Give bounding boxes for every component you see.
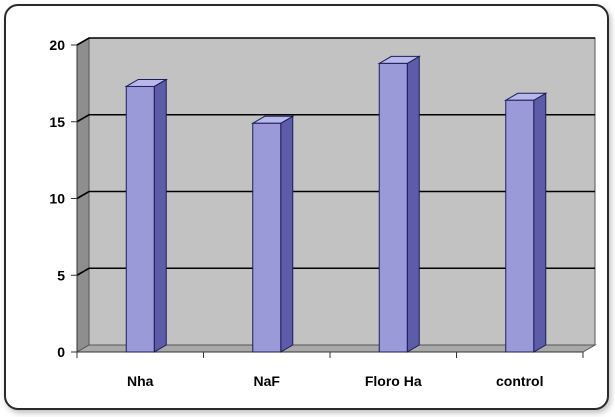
gridlines xyxy=(76,37,595,276)
bar-front-face xyxy=(252,122,282,353)
bars xyxy=(124,55,548,353)
bar-side-face xyxy=(406,55,420,353)
gridline-10 xyxy=(76,190,595,200)
category-label-0: Nha xyxy=(127,373,154,389)
category-label-2: Floro Ha xyxy=(365,373,422,389)
y-tick-labels: 0 5 10 15 20 xyxy=(49,37,65,360)
gridline-5 xyxy=(76,267,595,276)
bar-front-face xyxy=(125,85,155,353)
y-tick-label-15: 15 xyxy=(49,114,65,130)
bar-side-face xyxy=(280,115,294,353)
axes xyxy=(71,44,584,358)
category-label-1: NaF xyxy=(254,373,281,389)
bar-control xyxy=(503,92,548,353)
bar-side-face xyxy=(153,78,167,353)
y-tick-label-0: 0 xyxy=(57,344,65,360)
bar-front-face xyxy=(378,62,408,353)
bar-side-face xyxy=(533,92,547,353)
gridline-15 xyxy=(76,113,595,123)
y-tick-label-20: 20 xyxy=(49,37,65,53)
bar-naf xyxy=(250,115,295,353)
bar-nha xyxy=(124,78,169,353)
category-labels: Nha NaF Floro Ha control xyxy=(127,373,543,389)
category-label-3: control xyxy=(496,373,543,389)
y-tick-label-5: 5 xyxy=(57,267,65,283)
bar-floro-ha xyxy=(377,55,422,353)
bar-front-face xyxy=(505,99,535,353)
gridline-20 xyxy=(76,37,595,46)
y-tick-label-10: 10 xyxy=(49,191,65,207)
